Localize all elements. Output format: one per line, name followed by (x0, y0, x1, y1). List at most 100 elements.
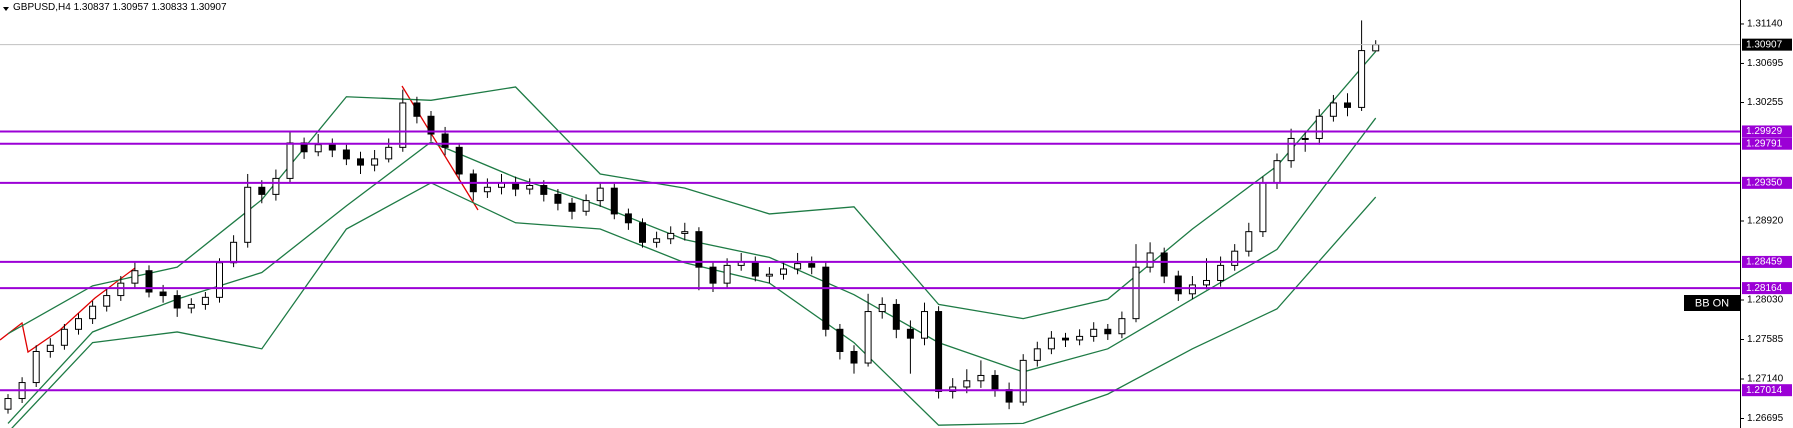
zigzag (0, 267, 136, 354)
candle-body (1259, 182, 1267, 233)
candle-body (963, 380, 971, 388)
candle-body (892, 303, 900, 330)
candle-body (60, 328, 68, 346)
level-label-bg (1742, 282, 1792, 295)
candle-body (1090, 328, 1098, 337)
candle-body (385, 146, 393, 160)
candle-body (1118, 318, 1126, 335)
current-price-label: 1.30907 (1746, 39, 1783, 50)
candle-body (201, 296, 209, 305)
y-tick-label: 1.30695 (1747, 58, 1784, 69)
candle-body (935, 311, 943, 392)
candle-body (596, 187, 604, 202)
y-tick-label: 1.31140 (1747, 19, 1783, 30)
candle-body (765, 273, 773, 277)
candle-body (1160, 252, 1168, 277)
level-label-bg (1742, 255, 1792, 268)
candle-body (75, 318, 82, 330)
y-tick-label: 1.28030 (1747, 295, 1784, 306)
candle-body (131, 270, 139, 284)
symbol: GBPUSD,H4 (13, 2, 71, 13)
candle-body (780, 268, 787, 275)
candle-body (441, 133, 449, 148)
candle-body (371, 158, 379, 166)
candle-body (1047, 337, 1055, 350)
candle-body (794, 263, 802, 270)
candle-body (1005, 389, 1013, 403)
candle-body (272, 177, 280, 195)
candle-body (864, 311, 872, 364)
candle-body (1019, 359, 1027, 403)
button-bg[interactable] (1684, 295, 1740, 311)
candle-body (399, 102, 407, 148)
candle-body (1033, 348, 1041, 361)
candle-body (413, 102, 421, 117)
candle-body (906, 328, 914, 339)
candle-body (1076, 335, 1084, 341)
candle-body (582, 200, 590, 212)
candle-body (681, 231, 689, 234)
candle-body (751, 261, 759, 277)
candle-body (709, 266, 717, 284)
level-label: 1.29929 (1746, 126, 1783, 137)
candle-body (554, 193, 562, 204)
y-tick-label: 1.28920 (1747, 216, 1784, 227)
level-label-bg (1742, 125, 1792, 138)
candle-body (1329, 102, 1337, 117)
candle-body (1287, 137, 1295, 162)
candle-body (286, 142, 294, 179)
close: 1.30907 (190, 2, 227, 13)
candle-body (1372, 44, 1380, 52)
candle-body (46, 344, 54, 352)
candle-body (639, 222, 646, 243)
open: 1.30837 (74, 2, 111, 13)
candle-body (1104, 328, 1112, 335)
level-label: 1.29350 (1746, 177, 1783, 188)
candle-body (695, 231, 703, 268)
candle-body (342, 149, 350, 160)
candle-body (653, 238, 661, 243)
candle-body (258, 186, 266, 195)
candle-body (624, 213, 632, 224)
collapse-icon[interactable] (3, 7, 9, 11)
candle-body (103, 295, 111, 307)
candle-body (145, 270, 153, 293)
candle-body (1062, 337, 1069, 341)
candle-body (117, 282, 125, 297)
level-label-bg (1742, 176, 1792, 189)
candle-body (723, 264, 731, 284)
candle-body (455, 146, 463, 175)
candle-body (1315, 115, 1323, 139)
bb-button[interactable]: BB ON (1684, 295, 1740, 311)
candle-body (1231, 250, 1239, 266)
candle-body (230, 241, 238, 264)
candle-body (244, 186, 252, 243)
header: GBPUSD,H4 1.30837 1.30957 1.30833 1.3090… (13, 2, 227, 13)
candle-body (610, 187, 618, 215)
candle-body (850, 350, 858, 364)
candle-body (1217, 264, 1225, 281)
candle-body (1146, 252, 1154, 268)
candle-body (427, 115, 435, 135)
candle-body (991, 374, 999, 391)
candle-body (32, 350, 40, 384)
candle-body (314, 144, 322, 153)
candle-body (1132, 266, 1140, 320)
button-label[interactable]: BB ON (1695, 297, 1729, 309)
candle-body (483, 186, 491, 193)
level-label-bg (1742, 137, 1792, 150)
candle-body (568, 202, 576, 212)
level-label: 1.29791 (1746, 138, 1783, 149)
level-label: 1.28459 (1746, 257, 1783, 268)
y-tick-label: 1.27585 (1747, 334, 1784, 345)
y-tick-label: 1.30255 (1747, 97, 1784, 108)
candle-body (822, 266, 830, 330)
y-tick-label: 1.26695 (1747, 413, 1784, 424)
current-price-bg (1742, 38, 1792, 51)
candle-body (173, 295, 181, 309)
candle-body (878, 303, 886, 313)
candle-body (216, 262, 223, 298)
candle-body (836, 328, 844, 352)
